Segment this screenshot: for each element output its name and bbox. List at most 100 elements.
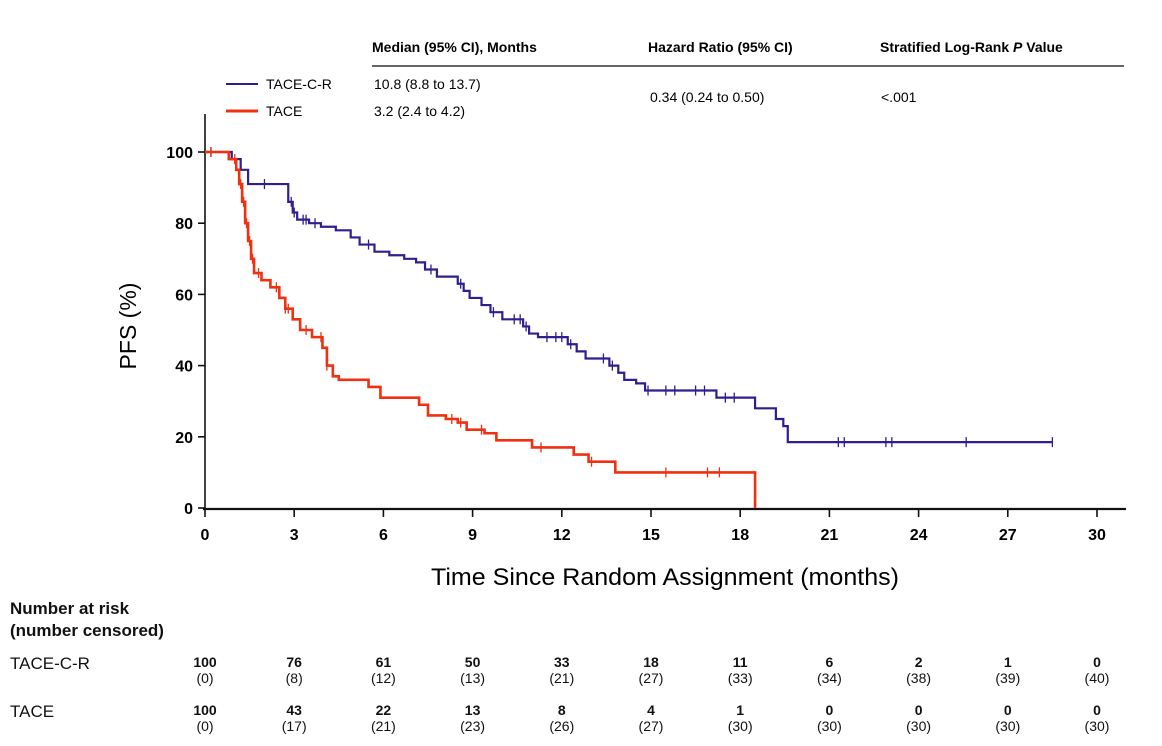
y-tick-label: 80 <box>175 216 193 233</box>
x-tick-label: 27 <box>999 527 1017 544</box>
at-risk-count: 1 <box>1003 654 1012 670</box>
risk-cell: 33 (21) <box>532 654 592 686</box>
at-risk-count: 0 <box>825 702 834 718</box>
at-risk-count: 100 <box>193 654 217 670</box>
hazard-ratio-value: 0.34 (0.24 to 0.50) <box>650 89 764 105</box>
at-risk-count: 43 <box>286 702 302 718</box>
y-tick-label: 40 <box>175 359 193 376</box>
censored-count: (27) <box>638 718 664 734</box>
censored-count: (21) <box>370 718 396 734</box>
at-risk-count: 8 <box>557 702 566 718</box>
x-tick-label: 15 <box>642 527 660 544</box>
at-risk-count: 2 <box>914 654 923 670</box>
risk-cell: 100 (0) <box>175 702 235 734</box>
at-risk-count: 11 <box>732 654 748 670</box>
header-median: Median (95% CI), Months <box>372 39 537 55</box>
censored-count: (40) <box>1084 670 1110 686</box>
risk-cell: 22 (21) <box>353 702 413 734</box>
km-curve-tace <box>205 150 757 508</box>
censored-count: (27) <box>638 670 664 686</box>
y-tick-label: 100 <box>166 145 193 162</box>
risk-cell: 100 (0) <box>175 654 235 686</box>
y-axis-label: PFS (%) <box>115 283 141 370</box>
censored-count: (26) <box>549 718 575 734</box>
risk-row-label-tace: TACE <box>10 702 55 721</box>
at-risk-count: 0 <box>1003 702 1012 718</box>
x-tick-label: 30 <box>1088 527 1106 544</box>
censored-count: (13) <box>460 670 486 686</box>
risk-title-line2: (number censored) <box>10 621 164 640</box>
at-risk-count: 0 <box>1093 702 1101 718</box>
risk-cell: 1 (30) <box>710 702 770 734</box>
risk-cell: 76 (8) <box>264 654 324 686</box>
at-risk-count: 22 <box>375 702 392 718</box>
censored-count: (30) <box>995 718 1021 734</box>
risk-title-line1: Number at risk <box>10 599 130 618</box>
p-value: <.001 <box>881 89 917 105</box>
risk-cell: 2 (38) <box>889 654 949 686</box>
header-pvalue: Stratified Log-Rank P Value <box>880 39 1063 55</box>
x-tick-label: 9 <box>468 527 477 544</box>
at-risk-count: 50 <box>464 654 481 670</box>
x-tick-label: 18 <box>731 527 749 544</box>
censored-count: (0) <box>196 718 214 734</box>
at-risk-count: 0 <box>1093 654 1101 670</box>
at-risk-count: 0 <box>914 702 923 718</box>
risk-cell: 8 (26) <box>532 702 592 734</box>
at-risk-count: 33 <box>554 654 570 670</box>
censored-count: (38) <box>906 670 932 686</box>
censored-count: (30) <box>906 718 932 734</box>
median-tace-c-r: 10.8 (8.8 to 13.7) <box>374 76 481 92</box>
km-curve-tace-c-r <box>205 150 1053 444</box>
risk-cell: 0 (30) <box>978 702 1038 734</box>
censored-count: (30) <box>1084 718 1110 734</box>
x-tick-label: 0 <box>201 527 210 544</box>
at-risk-count: 13 <box>464 702 481 718</box>
at-risk-count: 1 <box>736 702 745 718</box>
risk-cell: 0 (30) <box>1067 702 1127 734</box>
at-risk-count: 6 <box>825 654 834 670</box>
at-risk-count: 4 <box>647 702 655 718</box>
y-tick-label: 0 <box>184 501 193 518</box>
risk-cell: 18 (27) <box>621 654 681 686</box>
risk-cell: 6 (34) <box>799 654 859 686</box>
risk-table-title: Number at risk (number censored) <box>10 598 164 642</box>
at-risk-count: 61 <box>375 654 392 670</box>
header-hazard: Hazard Ratio (95% CI) <box>648 39 793 55</box>
risk-cell: 50 (13) <box>443 654 503 686</box>
x-tick-label: 12 <box>553 527 571 544</box>
x-tick-label: 21 <box>821 527 839 544</box>
x-axis-label: Time Since Random Assignment (months) <box>431 564 899 591</box>
risk-cell: 0 (30) <box>889 702 949 734</box>
risk-cell: 11 (33) <box>710 654 770 686</box>
risk-cell: 0 (40) <box>1067 654 1127 686</box>
risk-cell: 4 (27) <box>621 702 681 734</box>
risk-cell: 0 (30) <box>799 702 859 734</box>
risk-cell: 13 (23) <box>443 702 503 734</box>
x-tick-label: 24 <box>910 527 928 544</box>
legend-label-tace: TACE <box>266 103 302 119</box>
censored-count: (30) <box>816 718 842 734</box>
censored-count: (21) <box>549 670 575 686</box>
legend-label-tace-c-r: TACE-C-R <box>266 76 332 92</box>
y-tick-label: 20 <box>175 430 193 447</box>
x-tick-label: 3 <box>290 527 299 544</box>
censored-count: (0) <box>196 670 214 686</box>
km-chart: Median (95% CI), Months Hazard Ratio (95… <box>115 39 1126 591</box>
risk-cell: 43 (17) <box>264 702 324 734</box>
censored-count: (17) <box>281 718 307 734</box>
risk-cell: 1 (39) <box>978 654 1038 686</box>
censored-count: (34) <box>816 670 842 686</box>
x-tick-label: 6 <box>379 527 388 544</box>
censored-count: (8) <box>285 670 303 686</box>
censored-count: (39) <box>995 670 1021 686</box>
censored-count: (33) <box>727 670 753 686</box>
censored-count: (23) <box>460 718 486 734</box>
y-tick-label: 60 <box>175 287 193 304</box>
censored-count: (30) <box>727 718 753 734</box>
at-risk-count: 18 <box>643 654 659 670</box>
at-risk-count: 100 <box>193 702 217 718</box>
median-tace: 3.2 (2.4 to 4.2) <box>374 103 465 119</box>
risk-cell: 61 (12) <box>353 654 413 686</box>
at-risk-count: 76 <box>286 654 302 670</box>
